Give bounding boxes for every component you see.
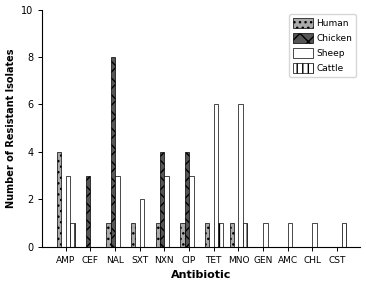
- Bar: [131, 223, 135, 247]
- Bar: [70, 223, 75, 247]
- Bar: [229, 223, 234, 247]
- Bar: [205, 223, 209, 247]
- Bar: [140, 199, 144, 247]
- Bar: [57, 152, 61, 247]
- Bar: [106, 223, 111, 247]
- Bar: [288, 223, 292, 247]
- Bar: [180, 223, 184, 247]
- Bar: [243, 223, 247, 247]
- Bar: [263, 223, 268, 247]
- Bar: [218, 223, 223, 247]
- Bar: [341, 223, 346, 247]
- X-axis label: Antibiotic: Antibiotic: [171, 271, 232, 281]
- Bar: [214, 104, 218, 247]
- Bar: [160, 152, 164, 247]
- Bar: [189, 176, 194, 247]
- Bar: [156, 223, 160, 247]
- Bar: [66, 176, 70, 247]
- Bar: [111, 57, 115, 247]
- Bar: [164, 176, 169, 247]
- Y-axis label: Number of Resistant Isolates: Number of Resistant Isolates: [5, 48, 16, 208]
- Bar: [115, 176, 120, 247]
- Bar: [86, 176, 90, 247]
- Bar: [184, 152, 189, 247]
- Legend: Human, Chicken, Sheep, Cattle: Human, Chicken, Sheep, Cattle: [290, 14, 356, 77]
- Bar: [238, 104, 243, 247]
- Bar: [313, 223, 317, 247]
